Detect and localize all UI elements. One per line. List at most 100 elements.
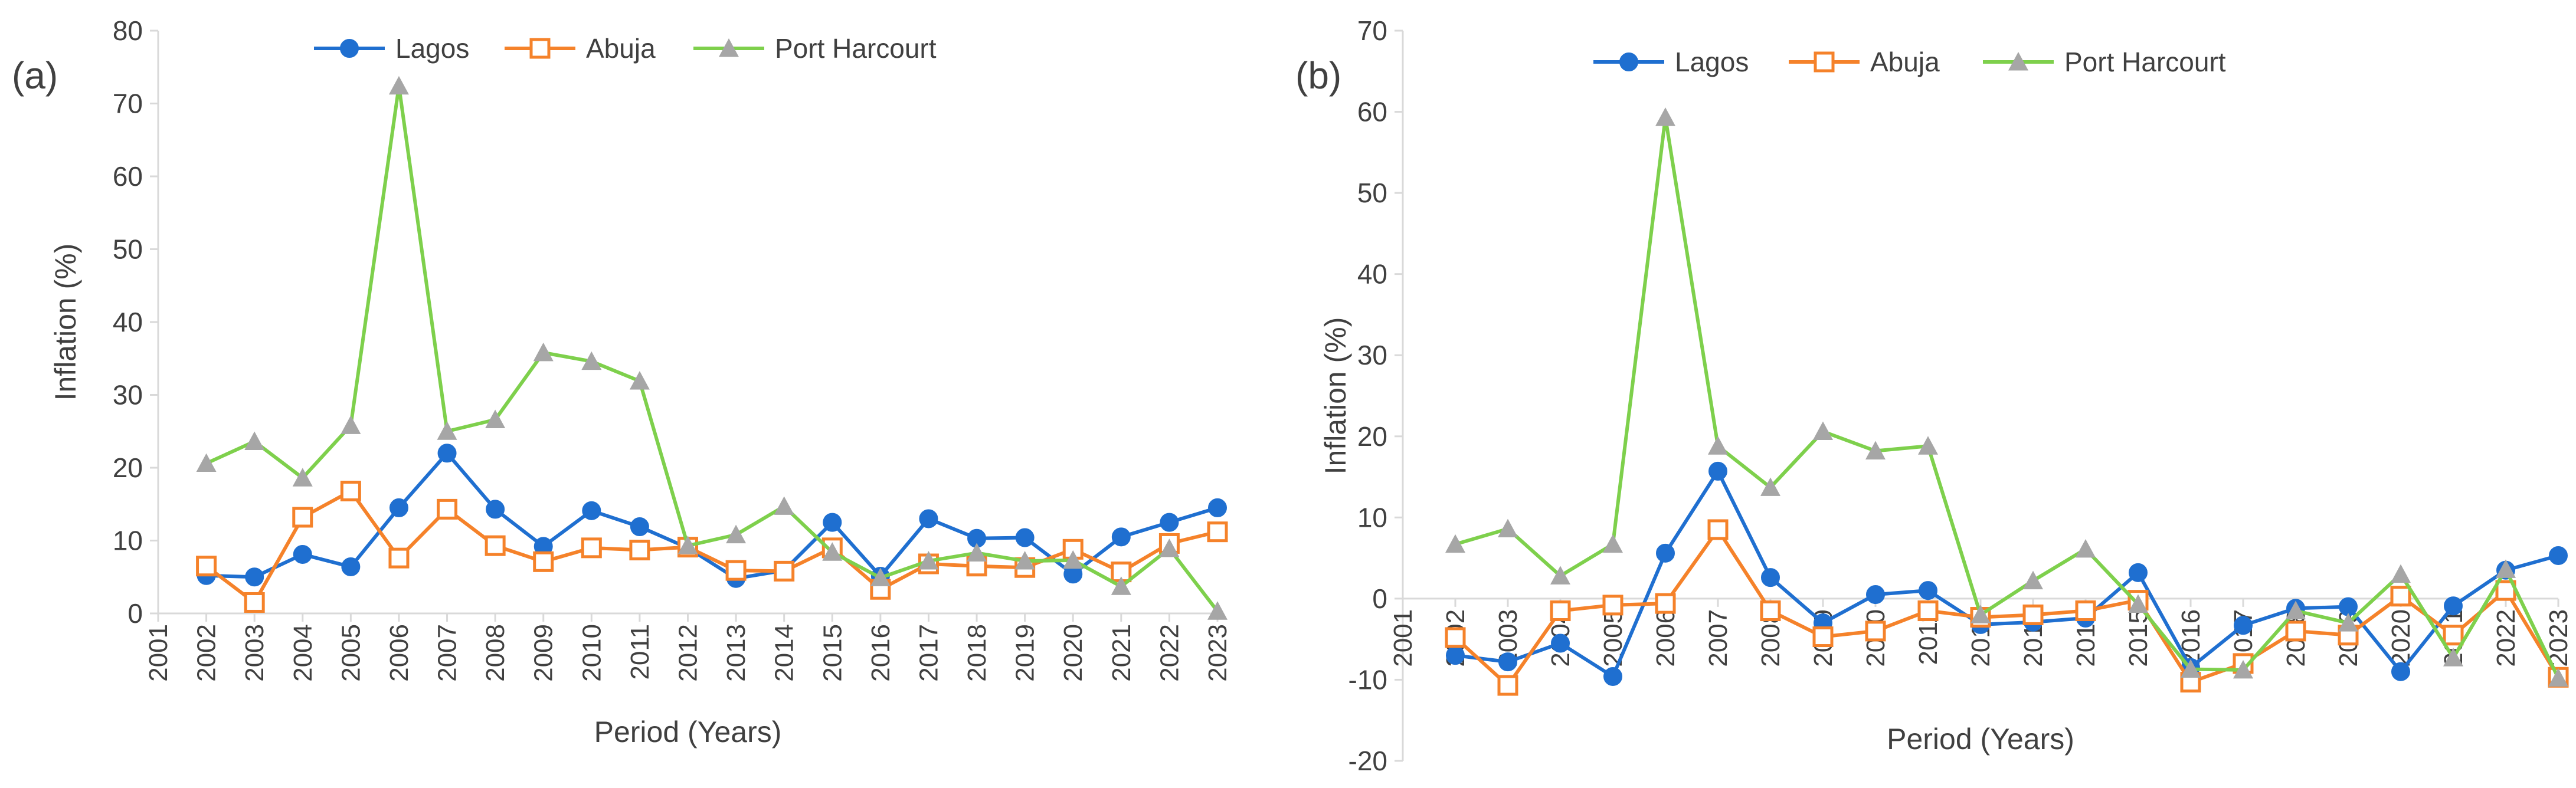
- data-point: [485, 535, 506, 556]
- data-point: [244, 592, 265, 613]
- x-tick-label: 2005: [1599, 609, 1628, 667]
- y-tick-label: 20: [1357, 421, 1387, 452]
- data-point: [245, 567, 264, 587]
- data-point: [1063, 550, 1084, 569]
- data-point: [1708, 461, 1727, 481]
- x-tick-label: 2007: [433, 624, 462, 682]
- data-point: [533, 342, 554, 362]
- data-point: [340, 481, 361, 502]
- data-point: [1160, 513, 1179, 532]
- data-point: [823, 513, 842, 532]
- x-tick-label: 2007: [1704, 609, 1733, 667]
- data-point: [774, 496, 794, 515]
- data-point: [341, 557, 361, 576]
- x-tick-label: 2015: [818, 624, 847, 682]
- y-tick-label: 10: [1357, 502, 1387, 533]
- data-point: [919, 509, 938, 528]
- legend-label: Abuja: [1870, 47, 1940, 77]
- data-point: [1498, 518, 1518, 538]
- data-point: [1865, 441, 1886, 459]
- legend-marker: [719, 38, 739, 57]
- legend-item: Lagos: [1593, 47, 1749, 77]
- data-point: [1655, 593, 1676, 614]
- data-point: [725, 560, 747, 581]
- data-point: [2496, 559, 2516, 578]
- data-point: [1111, 527, 1131, 547]
- legend-label: Abuja: [586, 33, 656, 64]
- data-point: [2075, 600, 2096, 622]
- data-point: [774, 560, 795, 582]
- data-point: [1015, 528, 1035, 547]
- data-point: [196, 556, 217, 577]
- y-tick-label: 0: [1372, 583, 1387, 614]
- y-tick-label: -20: [1348, 746, 1387, 776]
- data-point: [581, 537, 602, 559]
- x-tick-label: 2012: [674, 624, 703, 682]
- data-point: [822, 542, 843, 561]
- data-point: [677, 536, 698, 554]
- data-point: [2022, 604, 2044, 625]
- data-point: [2234, 616, 2253, 635]
- data-point: [1812, 626, 1834, 648]
- legend-item: Abuja: [1789, 47, 1940, 77]
- data-point: [1656, 543, 1675, 563]
- x-tick-label: 2019: [1011, 624, 1040, 682]
- y-tick-label: 30: [113, 380, 143, 411]
- data-point: [2339, 597, 2358, 616]
- series-port-harcourt: [196, 75, 1228, 620]
- legend-label: Port Harcourt: [2064, 47, 2226, 77]
- x-tick-label: 2001: [1389, 609, 1418, 667]
- data-point: [1445, 627, 1466, 648]
- series-line: [1455, 469, 2559, 678]
- data-point: [2391, 564, 2411, 583]
- panel-label: (b): [1295, 54, 1341, 97]
- legend-marker: [2008, 52, 2028, 71]
- data-point: [1760, 600, 1781, 622]
- data-point: [1917, 600, 1939, 622]
- data-point: [1445, 534, 1465, 553]
- x-tick-label: 2010: [577, 624, 606, 682]
- data-point: [2076, 539, 2096, 558]
- y-tick-label: 40: [113, 307, 143, 337]
- data-point: [389, 498, 408, 517]
- data-point: [293, 544, 312, 564]
- y-tick-label: 80: [113, 15, 143, 46]
- x-tick-label: 2011: [626, 624, 654, 680]
- data-point: [1971, 605, 1991, 623]
- panel-label: (a): [12, 54, 58, 97]
- data-point: [1446, 646, 1465, 665]
- data-point: [2181, 659, 2201, 678]
- data-point: [1498, 652, 1517, 672]
- y-tick-label: 50: [1357, 178, 1387, 208]
- series-abuja: [196, 481, 1228, 613]
- data-point: [2549, 546, 2568, 565]
- y-tick-label: 40: [1357, 259, 1387, 290]
- y-tick-label: 50: [113, 234, 143, 265]
- legend-marker: [340, 39, 359, 58]
- data-point: [629, 540, 650, 561]
- y-tick-label: 60: [1357, 97, 1387, 127]
- y-tick-label: 0: [127, 598, 143, 629]
- series-line: [205, 489, 1218, 605]
- x-tick-label: 2008: [481, 624, 510, 682]
- data-point: [1655, 107, 1675, 126]
- data-point: [2443, 625, 2464, 646]
- data-point: [2233, 659, 2253, 679]
- data-point: [2338, 613, 2358, 632]
- data-point: [1865, 620, 1886, 642]
- data-point: [485, 409, 506, 428]
- x-tick-label: 2005: [336, 624, 365, 682]
- legend-item: Port Harcourt: [693, 33, 937, 64]
- data-point: [1708, 436, 1728, 455]
- data-point: [1761, 568, 1780, 587]
- legend-item: Lagos: [314, 33, 469, 64]
- y-axis-title: Inflation (%): [49, 244, 82, 401]
- data-point: [1760, 477, 1780, 496]
- data-point: [1603, 666, 1622, 686]
- legend-marker: [529, 38, 551, 59]
- data-point: [630, 517, 649, 537]
- data-point: [1866, 585, 1885, 605]
- data-point: [1550, 600, 1571, 622]
- data-point: [2286, 600, 2306, 619]
